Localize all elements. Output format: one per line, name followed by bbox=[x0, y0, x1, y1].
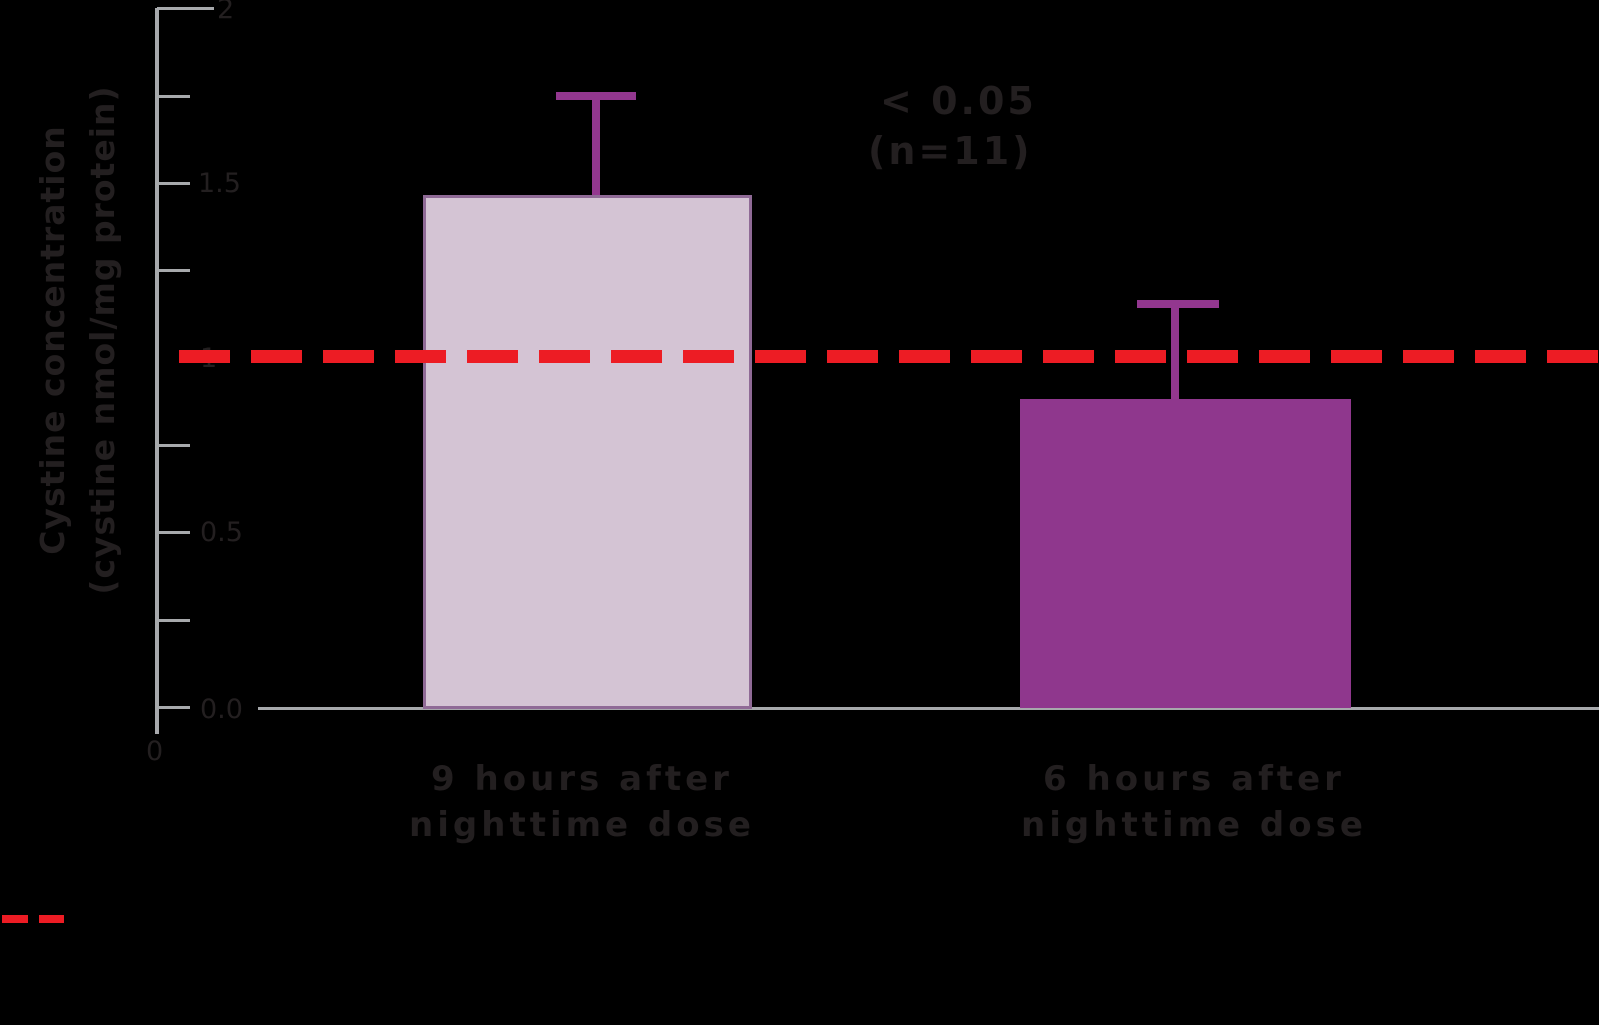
y-axis-label: Cystine concentration (cystine nmol/mg p… bbox=[18, 80, 138, 600]
y-axis-title-line1: Cystine concentration bbox=[33, 125, 72, 555]
y-tick-label-2: 2 bbox=[217, 0, 235, 25]
x-category-label-2-line2: nighttime dose bbox=[1021, 805, 1367, 845]
x-axis-line bbox=[258, 707, 1599, 710]
legend-dashed-line-marker bbox=[2, 915, 64, 923]
y-tick-1-25 bbox=[157, 269, 190, 272]
x-category-label-2-line1: 6 hours after bbox=[1043, 759, 1345, 799]
p-value-annotation: < 0.05 bbox=[880, 79, 1037, 123]
error-bar-stem-1 bbox=[592, 96, 600, 197]
sample-size-annotation: (n=11) bbox=[868, 129, 1033, 173]
y-tick-label-0-5: 0.5 bbox=[200, 517, 243, 548]
x-category-label-2: 6 hours after nighttime dose bbox=[984, 756, 1404, 848]
x-category-label-1-line2: nighttime dose bbox=[409, 805, 755, 845]
y-tick-label-1-5: 1.5 bbox=[198, 168, 241, 199]
y-tick-0 bbox=[157, 706, 190, 709]
x-category-label-1-line1: 9 hours after bbox=[431, 759, 733, 799]
y-tick-1-75 bbox=[157, 95, 190, 98]
y-axis-line bbox=[155, 8, 159, 734]
x-category-label-1: 9 hours after nighttime dose bbox=[372, 756, 792, 848]
y-tick-label-0-0: 0.0 bbox=[200, 694, 243, 725]
bar-9-hours bbox=[423, 195, 752, 709]
y-tick-0-25 bbox=[157, 619, 190, 622]
origin-label: 0 bbox=[146, 736, 164, 767]
y-tick-0-5 bbox=[157, 531, 190, 534]
reference-dashed-line bbox=[179, 350, 1599, 363]
y-tick-0-75 bbox=[157, 444, 190, 447]
bar-6-hours bbox=[1020, 399, 1351, 708]
y-axis-title-line2: (cystine nmol/mg protein) bbox=[83, 85, 122, 595]
y-tick-2 bbox=[157, 7, 214, 10]
y-axis-title: Cystine concentration (cystine nmol/mg p… bbox=[28, 85, 128, 594]
y-tick-1-5 bbox=[157, 182, 190, 185]
